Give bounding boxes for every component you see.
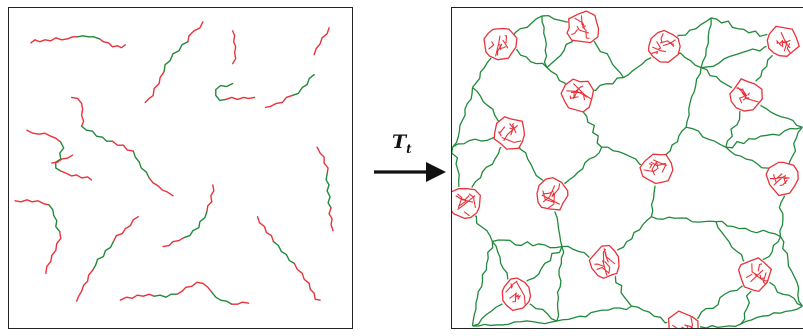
polymer-chain bbox=[215, 30, 256, 102]
micelle-core bbox=[765, 24, 800, 59]
bridging-chain bbox=[682, 323, 742, 328]
micelle-core bbox=[535, 176, 569, 212]
arrow-label-subscript: t bbox=[406, 141, 412, 156]
micelle-core bbox=[560, 78, 595, 113]
left-panel-unassociated-chains bbox=[8, 7, 353, 329]
polymer-chain bbox=[70, 96, 174, 197]
bridging-chain bbox=[715, 220, 781, 238]
polymer-chain bbox=[14, 199, 62, 275]
right-arrow-icon bbox=[374, 162, 446, 182]
bridging-chain bbox=[700, 17, 712, 68]
polymer-chain bbox=[26, 129, 93, 181]
polymer-chain bbox=[316, 146, 334, 232]
arrow-label-main: T bbox=[392, 131, 407, 153]
polymer-chain bbox=[144, 21, 204, 104]
micelle-core bbox=[765, 161, 800, 197]
polymer-chain bbox=[162, 184, 215, 248]
polymer-chain bbox=[30, 35, 127, 49]
micelle-core bbox=[666, 310, 701, 328]
bridging-chain bbox=[685, 126, 727, 148]
micelle-core bbox=[729, 78, 764, 113]
unassociated-chains-drawing bbox=[14, 21, 334, 305]
polymer-chain bbox=[75, 216, 139, 302]
micelle-core bbox=[566, 10, 601, 45]
bridging-chain bbox=[556, 305, 632, 322]
micelle-core bbox=[588, 244, 623, 280]
bridging-chain bbox=[651, 216, 717, 223]
polymer-chain bbox=[264, 27, 330, 109]
bridging-chain bbox=[556, 246, 565, 322]
bridging-chain bbox=[541, 15, 548, 68]
micelle-core bbox=[483, 26, 518, 61]
micelle-cores bbox=[452, 10, 800, 328]
bridging-chain bbox=[492, 239, 563, 249]
bridging-chain bbox=[740, 305, 803, 325]
bridging-chain bbox=[452, 87, 474, 148]
micelle-core bbox=[737, 257, 773, 293]
bridging-chain bbox=[779, 236, 803, 307]
bridging-chain bbox=[472, 320, 558, 327]
bridging-chain bbox=[725, 126, 803, 149]
heating-arrow: Tt bbox=[372, 130, 447, 190]
micelle-core bbox=[499, 277, 534, 312]
right-panel-network bbox=[451, 7, 803, 329]
micelle-network-drawing bbox=[452, 10, 803, 328]
bridging-chain bbox=[685, 67, 702, 128]
micelle-core bbox=[452, 185, 482, 220]
bridging-chain bbox=[471, 241, 494, 327]
micelle-core bbox=[639, 152, 675, 186]
micelle-core bbox=[493, 115, 528, 151]
micelle-core bbox=[646, 28, 681, 63]
polymer-chain bbox=[119, 281, 250, 305]
arrow-label-temperature: Tt bbox=[392, 133, 412, 155]
polymer-chain bbox=[256, 216, 321, 301]
